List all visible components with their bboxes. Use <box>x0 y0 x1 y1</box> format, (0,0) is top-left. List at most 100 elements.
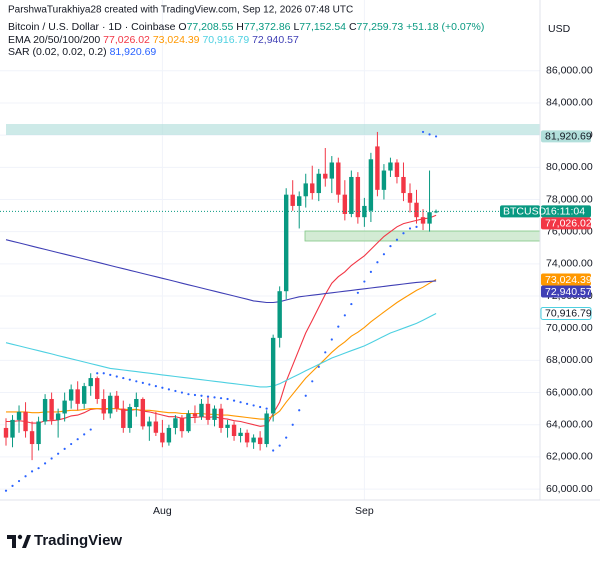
sar-dot <box>350 302 353 306</box>
sar-dot <box>408 227 412 230</box>
sar-dot <box>219 397 223 400</box>
sar-dot <box>382 253 386 256</box>
sar-dot <box>428 133 431 136</box>
sar-dot <box>272 449 275 452</box>
candle-body <box>199 403 204 417</box>
price-badge <box>541 217 591 230</box>
sar-dot <box>239 401 242 404</box>
sar-dot <box>43 462 47 465</box>
resistance-zone <box>6 124 540 135</box>
sar-legend: SAR (0.02, 0.02, 0.2) 81,920.69 <box>8 46 156 58</box>
candle-body <box>140 398 146 427</box>
ema-value: 77,026.02 <box>103 34 150 46</box>
sar-dot <box>245 402 249 405</box>
price-badge <box>541 205 591 218</box>
y-tick-label: 62,000.00 <box>546 451 593 463</box>
candle-body <box>121 408 126 428</box>
ohlc-key: O <box>178 21 186 33</box>
sar-dot <box>304 394 307 397</box>
candle-body <box>205 403 211 420</box>
candle-body <box>264 413 269 445</box>
ema-line <box>5 239 437 304</box>
candle-body <box>303 183 308 197</box>
sar-dot <box>226 397 229 401</box>
support-zone <box>304 230 541 242</box>
y-tick-label: 74,000.00 <box>546 258 593 270</box>
ohlc-key: C <box>349 21 357 33</box>
ema-line <box>5 313 437 388</box>
sar-dot <box>167 388 170 391</box>
sar-dot <box>50 457 53 460</box>
candle-body <box>231 424 237 436</box>
sar-dot <box>395 238 399 241</box>
candle-body <box>388 162 393 171</box>
grid <box>0 0 540 500</box>
candle-body <box>88 378 93 387</box>
sar-dot <box>291 423 294 426</box>
price-badge <box>541 273 591 286</box>
x-tick-label: Sep <box>355 505 374 517</box>
sar-dot <box>434 135 438 138</box>
sar-dot <box>265 407 268 410</box>
candle-body <box>251 437 256 443</box>
sar-dot <box>96 372 99 375</box>
candle-body <box>414 202 419 218</box>
attribution: ParshwaTurakhiya28 created with TradingV… <box>8 5 353 16</box>
candle-body <box>244 432 250 443</box>
sar-dot <box>115 375 118 378</box>
candle-body <box>407 193 413 203</box>
candle-body <box>349 176 354 214</box>
candle-body <box>329 162 334 179</box>
candle-body <box>225 424 230 428</box>
candle-body <box>127 407 133 428</box>
candle-body <box>16 411 22 420</box>
candle-body <box>310 183 315 194</box>
sar-dot <box>376 261 379 264</box>
change-label: +51.18 (+0.07%) <box>406 21 484 33</box>
symbol-line: Bitcoin / U.S. Dollar · 1D · Coinbase O7… <box>8 21 484 33</box>
ohlc-value: 77,208.55 <box>187 21 234 33</box>
sar-dot <box>102 372 105 375</box>
candle-body <box>270 337 276 414</box>
candle-body <box>95 378 100 399</box>
y-tick-label: 68,000.00 <box>546 354 593 366</box>
y-tick-label: 60,000.00 <box>546 483 593 495</box>
candle-body <box>218 408 224 428</box>
ohlc-value: 77,372.86 <box>244 21 291 33</box>
sar-dot <box>421 130 425 134</box>
candle-body <box>420 217 426 224</box>
sar-dot <box>109 373 112 376</box>
sar-dot <box>70 442 73 446</box>
symbol-tag-label: BTCUSD <box>503 206 547 218</box>
y-tick-label: 70,000.00 <box>546 322 593 334</box>
candle-body <box>3 427 9 438</box>
sar-dot <box>141 381 144 385</box>
chart-title: Bitcoin / U.S. Dollar · 1D · Coinbase <box>8 21 176 33</box>
price-badge-label: 70,916.79 <box>545 308 592 320</box>
sar-dot <box>369 270 372 273</box>
candle-body <box>62 400 67 414</box>
candle-body <box>173 418 178 428</box>
sar-dot <box>174 389 177 393</box>
legend: ParshwaTurakhiya28 created with TradingV… <box>8 5 484 58</box>
sar-dot <box>285 436 288 439</box>
candle-body <box>375 146 380 190</box>
price-badge-label: 81,920.69 <box>545 131 592 143</box>
sar-dot <box>57 452 60 455</box>
sar-dot <box>213 396 216 399</box>
tradingview-logo <box>7 534 31 548</box>
sar-dot <box>37 467 40 470</box>
y-tick-label: 78,000.00 <box>546 193 593 205</box>
sar-dot <box>278 444 281 447</box>
candle-body <box>336 162 341 195</box>
plot <box>0 130 540 492</box>
sar-dot <box>154 385 157 388</box>
price-badge-label: 73,024.39 <box>545 274 592 286</box>
sar-value: 81,920.69 <box>110 46 157 58</box>
price-badge <box>541 130 591 143</box>
sar-dot <box>232 399 236 402</box>
candle-body <box>297 196 302 206</box>
sar-dot <box>298 409 301 412</box>
candle-body <box>36 421 41 445</box>
